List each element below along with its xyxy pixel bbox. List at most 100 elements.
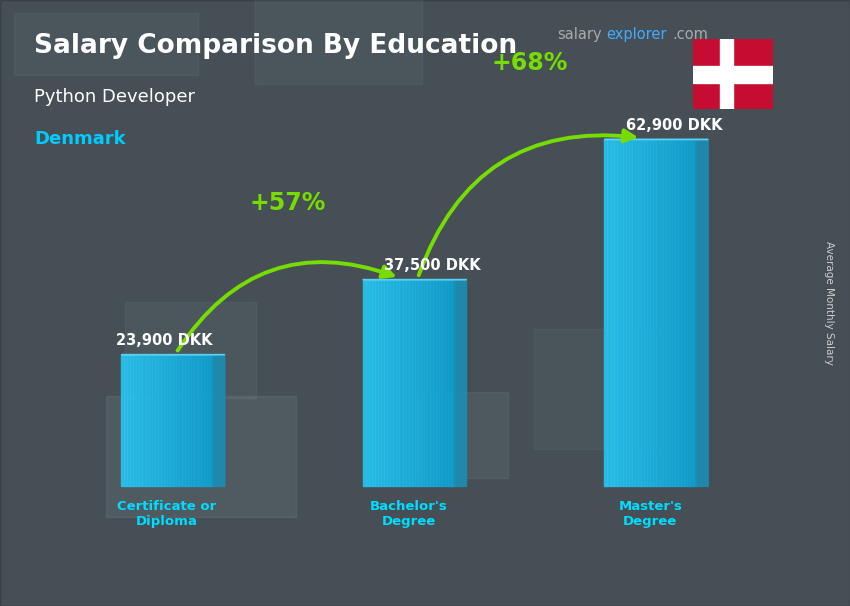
Bar bbox=[170, 355, 173, 487]
Bar bbox=[656, 139, 660, 487]
Bar bbox=[694, 139, 696, 487]
Bar bbox=[415, 279, 418, 487]
Text: +57%: +57% bbox=[250, 191, 326, 215]
Bar bbox=[372, 279, 375, 487]
Bar bbox=[195, 355, 197, 487]
Bar bbox=[381, 279, 384, 487]
Bar bbox=[130, 355, 133, 487]
Bar bbox=[403, 279, 405, 487]
Bar bbox=[684, 139, 687, 487]
Bar bbox=[124, 355, 128, 487]
Bar bbox=[201, 355, 204, 487]
Polygon shape bbox=[696, 139, 708, 487]
Bar bbox=[451, 279, 455, 487]
Bar bbox=[394, 279, 396, 487]
Bar bbox=[616, 139, 620, 487]
Bar bbox=[654, 139, 656, 487]
Bar bbox=[390, 279, 394, 487]
Bar bbox=[608, 139, 610, 487]
Bar bbox=[151, 355, 155, 487]
Bar bbox=[430, 279, 434, 487]
Bar bbox=[396, 279, 400, 487]
Bar bbox=[638, 139, 641, 487]
Bar bbox=[626, 139, 629, 487]
Bar bbox=[677, 139, 681, 487]
Bar bbox=[145, 355, 149, 487]
Bar bbox=[158, 355, 161, 487]
Bar bbox=[204, 355, 207, 487]
Bar bbox=[445, 279, 449, 487]
Bar bbox=[690, 139, 694, 487]
Bar bbox=[421, 279, 424, 487]
Bar bbox=[164, 355, 167, 487]
Bar bbox=[439, 279, 442, 487]
Bar bbox=[629, 139, 632, 487]
Text: Average Monthly Salary: Average Monthly Salary bbox=[824, 241, 834, 365]
Bar bbox=[143, 355, 145, 487]
Bar bbox=[662, 139, 666, 487]
Bar bbox=[400, 279, 403, 487]
Bar bbox=[672, 139, 675, 487]
Bar bbox=[167, 355, 170, 487]
Polygon shape bbox=[455, 279, 467, 487]
Bar bbox=[409, 279, 411, 487]
Bar bbox=[197, 355, 201, 487]
Bar bbox=[375, 279, 378, 487]
Bar bbox=[378, 279, 381, 487]
Bar bbox=[149, 355, 151, 487]
Bar bbox=[388, 279, 390, 487]
Bar bbox=[650, 139, 654, 487]
Bar bbox=[179, 355, 182, 487]
Bar bbox=[669, 139, 672, 487]
Bar bbox=[442, 279, 445, 487]
Bar bbox=[641, 139, 644, 487]
Polygon shape bbox=[212, 355, 224, 487]
Bar bbox=[681, 139, 684, 487]
Bar bbox=[191, 355, 195, 487]
Text: Salary Comparison By Education: Salary Comparison By Education bbox=[34, 33, 517, 59]
Bar bbox=[424, 279, 427, 487]
Bar bbox=[182, 355, 185, 487]
Bar bbox=[604, 139, 608, 487]
Text: 62,900 DKK: 62,900 DKK bbox=[626, 118, 722, 133]
Bar bbox=[133, 355, 136, 487]
Text: Python Developer: Python Developer bbox=[34, 88, 195, 106]
Text: +68%: +68% bbox=[491, 51, 568, 75]
Bar bbox=[128, 355, 130, 487]
Bar bbox=[614, 139, 616, 487]
Text: .com: .com bbox=[672, 27, 708, 42]
Bar bbox=[693, 65, 774, 83]
Bar bbox=[121, 355, 124, 487]
Bar bbox=[161, 355, 164, 487]
Bar bbox=[660, 139, 662, 487]
Text: Bachelor's
Degree: Bachelor's Degree bbox=[370, 501, 447, 528]
Bar bbox=[687, 139, 690, 487]
Bar bbox=[189, 355, 191, 487]
Bar bbox=[363, 279, 366, 487]
Bar bbox=[384, 279, 388, 487]
Bar bbox=[620, 139, 623, 487]
Text: Denmark: Denmark bbox=[34, 130, 126, 148]
Bar bbox=[720, 39, 733, 109]
Bar bbox=[644, 139, 647, 487]
Bar bbox=[176, 355, 179, 487]
Bar bbox=[427, 279, 430, 487]
Bar bbox=[632, 139, 635, 487]
Text: 37,500 DKK: 37,500 DKK bbox=[384, 258, 481, 273]
Bar bbox=[434, 279, 436, 487]
Bar bbox=[155, 355, 158, 487]
Text: 23,900 DKK: 23,900 DKK bbox=[116, 333, 212, 348]
Bar bbox=[173, 355, 176, 487]
Bar bbox=[207, 355, 210, 487]
Bar bbox=[210, 355, 212, 487]
Bar bbox=[647, 139, 650, 487]
Bar bbox=[623, 139, 626, 487]
Bar bbox=[185, 355, 189, 487]
Bar bbox=[436, 279, 439, 487]
Text: salary: salary bbox=[557, 27, 601, 42]
Bar bbox=[139, 355, 143, 487]
Bar bbox=[411, 279, 415, 487]
Bar bbox=[366, 279, 369, 487]
Text: Master's
Degree: Master's Degree bbox=[619, 501, 683, 528]
Bar bbox=[610, 139, 614, 487]
